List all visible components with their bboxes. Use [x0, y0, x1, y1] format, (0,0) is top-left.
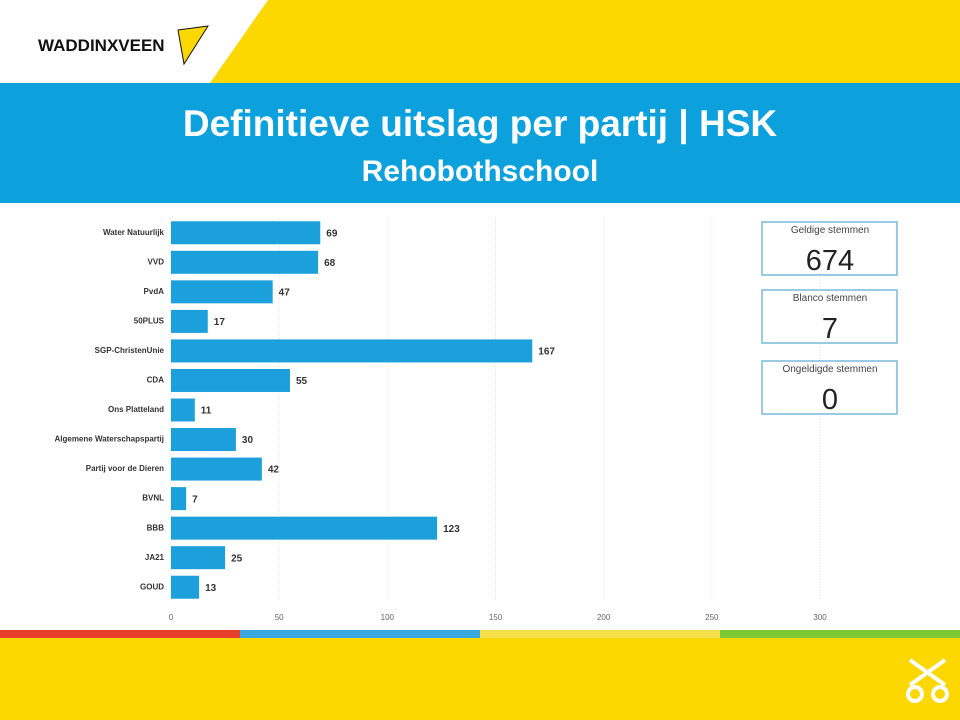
bar [171, 457, 262, 481]
x-tick-label: 0 [169, 613, 174, 622]
footer [0, 638, 960, 720]
data-label: 7 [192, 494, 198, 505]
x-tick-label: 200 [597, 613, 611, 622]
bar [171, 516, 438, 540]
x-tick-label: 150 [489, 613, 503, 622]
data-label: 68 [324, 258, 336, 269]
bar [171, 339, 533, 363]
data-label: 11 [201, 406, 212, 417]
y-tick-label: SGP-ChristenUnie [95, 346, 165, 355]
stat-label: Blanco stemmen [793, 293, 867, 304]
y-tick-label: Algemene Waterschapspartij [54, 435, 164, 444]
y-tick-label: Water Natuurlijk [103, 228, 165, 237]
x-tick-label: 250 [705, 613, 719, 622]
y-tick-label: Ons Platteland [108, 405, 164, 414]
data-label: 42 [268, 465, 280, 476]
header-accent [210, 0, 960, 83]
bar [171, 280, 273, 304]
y-tick-label: BVNL [142, 494, 164, 503]
stripe [480, 630, 720, 638]
stat-box [761, 360, 898, 415]
data-label: 17 [214, 317, 226, 328]
stat-label: Ongeldigde stemmen [782, 364, 877, 375]
stat-box [761, 221, 898, 276]
x-tick-label: 100 [381, 613, 395, 622]
data-label: 13 [205, 583, 217, 594]
subtitle: Rehobothschool [362, 155, 599, 188]
y-tick-label: BBB [147, 523, 165, 532]
title-band [0, 83, 960, 203]
data-label: 167 [538, 347, 555, 358]
bar [171, 398, 195, 422]
stripe [240, 630, 480, 638]
y-tick-label: Partij voor de Dieren [86, 464, 164, 473]
bar [171, 309, 208, 333]
y-tick-label: VVD [148, 257, 165, 266]
bar [171, 368, 290, 392]
y-tick-label: PvdA [144, 287, 165, 296]
title: Definitieve uitslag per partij | HSK [183, 103, 778, 145]
data-label: 55 [296, 376, 308, 387]
y-tick-label: CDA [147, 376, 165, 385]
data-label: 25 [231, 553, 243, 564]
data-label: 69 [326, 228, 338, 239]
y-tick-label: 50PLUS [134, 316, 165, 325]
stat-value: 674 [806, 245, 854, 277]
bar [171, 221, 321, 245]
logo-mark [177, 25, 209, 66]
stripe [720, 630, 960, 638]
stat-box [761, 289, 898, 344]
stripe [0, 630, 240, 638]
bar [171, 487, 187, 511]
stat-label: Geldige stemmen [791, 225, 869, 236]
x-tick-label: 50 [275, 613, 284, 622]
data-label: 30 [242, 435, 254, 446]
bar [171, 546, 226, 570]
data-label: 47 [279, 287, 291, 298]
stat-value: 0 [822, 384, 838, 416]
stat-value: 7 [822, 313, 838, 345]
logo-text: WADDINXVEEN [38, 36, 165, 55]
y-tick-label: JA21 [145, 553, 165, 562]
bar [171, 575, 200, 599]
data-label: 123 [443, 524, 460, 535]
bar [171, 250, 319, 274]
x-tick-label: 300 [813, 613, 827, 622]
y-tick-label: GOUD [140, 582, 164, 591]
bar [171, 428, 236, 452]
footer-logo [906, 658, 949, 703]
